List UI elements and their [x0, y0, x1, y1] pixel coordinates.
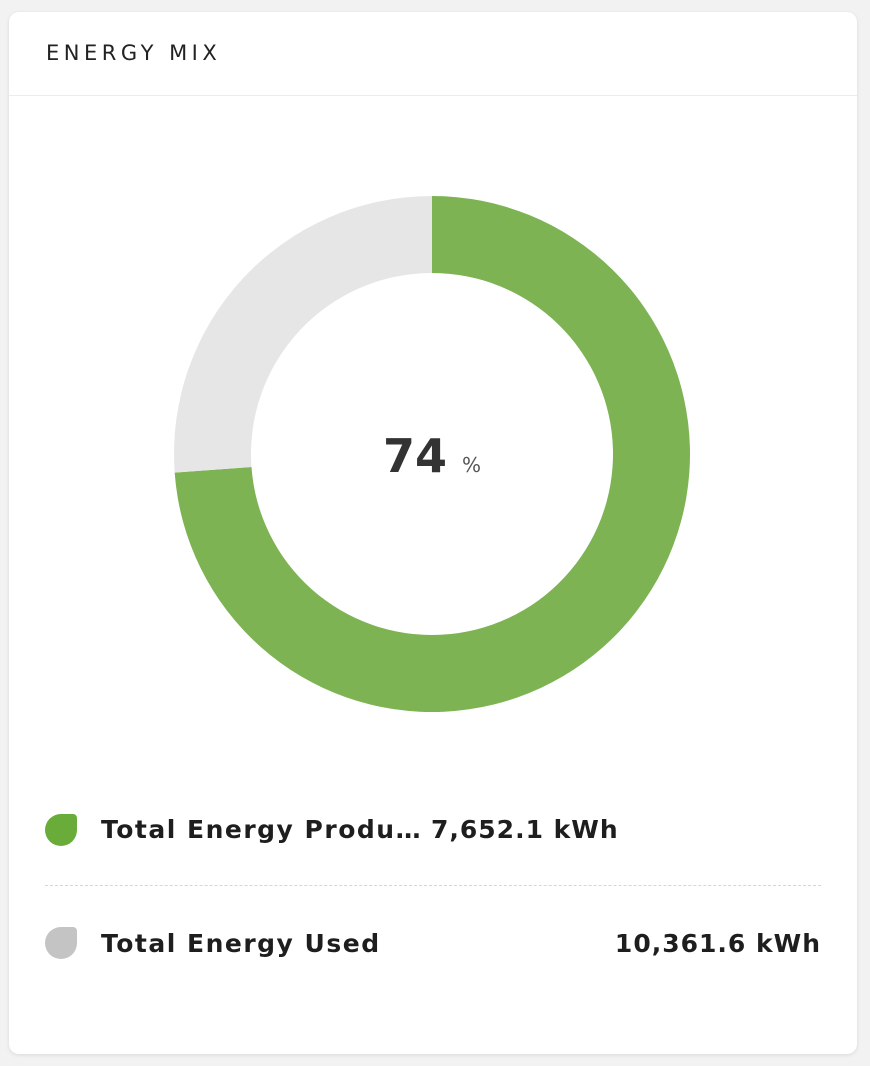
- legend: Total Energy Produc... 7,652.1 kWh Total…: [45, 774, 821, 1000]
- card-header: ENERGY MIX: [9, 12, 857, 96]
- legend-label: Total Energy Used: [101, 928, 381, 958]
- legend-value: 7,652.1 kWh: [431, 815, 619, 844]
- legend-label: Total Energy Produc...: [101, 815, 431, 844]
- leaf-icon: [45, 927, 77, 959]
- center-unit: %: [462, 453, 481, 477]
- legend-item-used[interactable]: Total Energy Used 10,361.6 kWh: [45, 886, 821, 1000]
- legend-item-produced[interactable]: Total Energy Produc... 7,652.1 kWh: [45, 774, 821, 886]
- card-title: ENERGY MIX: [46, 41, 222, 65]
- energy-mix-card: ENERGY MIX 74 % Total Energy Produc... 7…: [9, 12, 857, 1054]
- donut-slice-remainder[interactable]: [174, 196, 432, 473]
- legend-value: 10,361.6 kWh: [614, 928, 821, 958]
- donut-chart: 74 %: [174, 196, 691, 712]
- center-value: 74: [383, 429, 447, 483]
- donut-slice-produced[interactable]: [174, 196, 691, 712]
- center-percentage: 74 %: [383, 429, 481, 483]
- leaf-icon: [45, 813, 77, 846]
